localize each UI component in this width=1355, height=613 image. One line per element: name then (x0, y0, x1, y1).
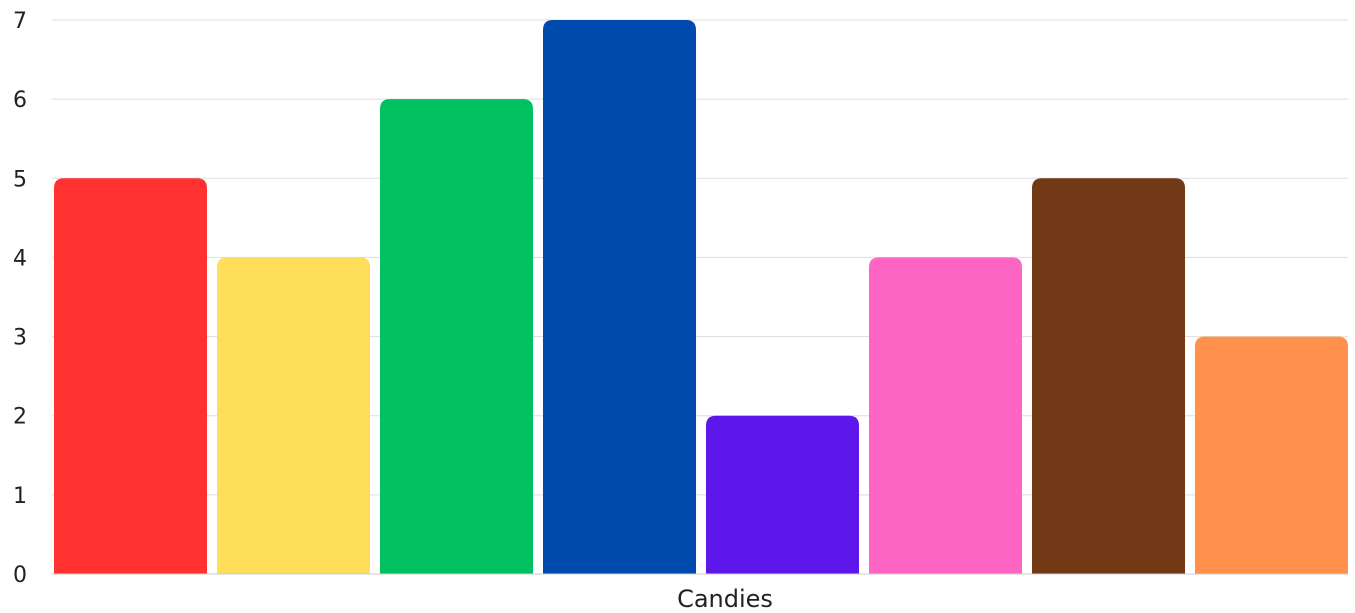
y-tick-label: 3 (13, 326, 27, 351)
bar (217, 257, 370, 574)
y-tick-label: 2 (13, 405, 27, 430)
bar (1032, 178, 1185, 575)
x-axis-label: Candies (677, 585, 773, 613)
bar (1195, 336, 1348, 574)
y-tick-label: 1 (13, 484, 27, 509)
y-tick-label: 5 (13, 167, 27, 192)
y-tick-label: 4 (13, 246, 27, 271)
bar (380, 99, 533, 575)
bar (706, 415, 859, 574)
bars (54, 20, 1348, 575)
y-axis-ticks: 0 1 2 3 4 5 6 7 (13, 9, 27, 588)
y-tick-label: 0 (13, 563, 27, 588)
bar (54, 178, 207, 575)
y-tick-label: 6 (13, 88, 27, 113)
bar (543, 20, 696, 574)
y-tick-label: 7 (13, 9, 27, 34)
bar (869, 257, 1022, 574)
